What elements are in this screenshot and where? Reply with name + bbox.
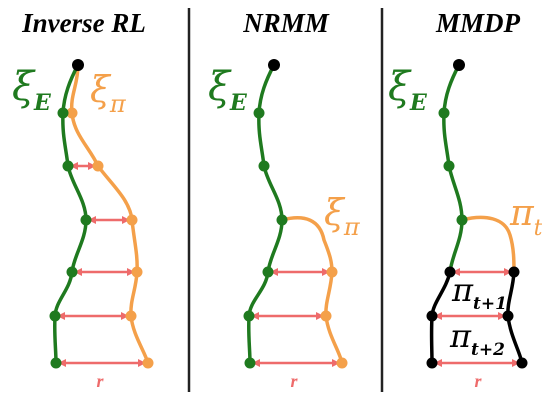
- policy-point: [326, 266, 338, 278]
- step-label-t2: πt+2: [449, 317, 505, 360]
- distance-label: r: [474, 371, 482, 391]
- panel-title: MMDP: [435, 8, 521, 38]
- expert-waypoints: [243, 107, 288, 369]
- rollout-point: [508, 266, 520, 278]
- rollout-point: [426, 357, 438, 369]
- rollout-waypoints: [426, 266, 528, 369]
- policy-point: [125, 310, 137, 322]
- expert-waypoints: [438, 107, 468, 226]
- policy-trajectory-label: ξπ: [90, 70, 127, 118]
- policy-point: [336, 357, 348, 369]
- distance-label: r: [96, 371, 104, 391]
- panel-title: NRMM: [242, 8, 330, 38]
- expert-trajectory-label: ξE: [388, 64, 428, 116]
- policy-waypoints: [66, 107, 154, 369]
- expert-point: [253, 107, 265, 119]
- expert-point: [262, 266, 274, 278]
- expert-point: [276, 214, 288, 226]
- panel-nrmm: NRMM ξE ξπ r: [208, 8, 361, 391]
- expert-point: [57, 107, 69, 119]
- expert-point: [49, 310, 61, 322]
- expert-point: [443, 160, 455, 172]
- start-point: [72, 59, 84, 71]
- policy-point: [66, 107, 78, 119]
- panel-title: Inverse RL: [21, 8, 146, 38]
- rollout-point: [426, 310, 438, 322]
- distance-label: r: [290, 371, 298, 391]
- policy-waypoints: [320, 266, 348, 369]
- policy-step-label: πt: [509, 193, 542, 241]
- expert-waypoints: [49, 107, 92, 369]
- panel-mmdp: MMDP ξE πt πt+1 πt+2 r: [388, 8, 542, 391]
- policy-point: [320, 310, 332, 322]
- rollout-point: [516, 357, 528, 369]
- start-point: [268, 59, 280, 71]
- expert-point: [50, 357, 62, 369]
- expert-point: [243, 310, 255, 322]
- expert-point: [80, 214, 92, 226]
- expert-point: [456, 214, 468, 226]
- expert-trajectory-label: ξE: [12, 64, 52, 116]
- rollout-point: [444, 266, 456, 278]
- policy-trajectory-label: ξπ: [324, 193, 361, 241]
- policy-point: [126, 214, 138, 226]
- expert-point: [244, 357, 256, 369]
- rollout-point: [502, 310, 514, 322]
- policy-point: [92, 160, 104, 172]
- policy-point: [142, 357, 154, 369]
- panel-inverse-rl: Inverse RL ξE ξπ r: [12, 8, 154, 391]
- distance-arrows: [434, 268, 520, 367]
- step-label-t1: πt+1: [451, 271, 507, 314]
- start-point: [453, 59, 465, 71]
- expert-trajectory-label: ξE: [208, 64, 248, 116]
- expert-point: [258, 160, 270, 172]
- distance-arrows: [251, 268, 340, 367]
- policy-point: [131, 266, 143, 278]
- policy-trajectory-curve: [280, 216, 344, 365]
- expert-point: [62, 160, 74, 172]
- expert-point: [438, 107, 450, 119]
- distance-arrows: [57, 162, 146, 367]
- policy-step-curve: [460, 215, 516, 274]
- expert-point: [66, 266, 78, 278]
